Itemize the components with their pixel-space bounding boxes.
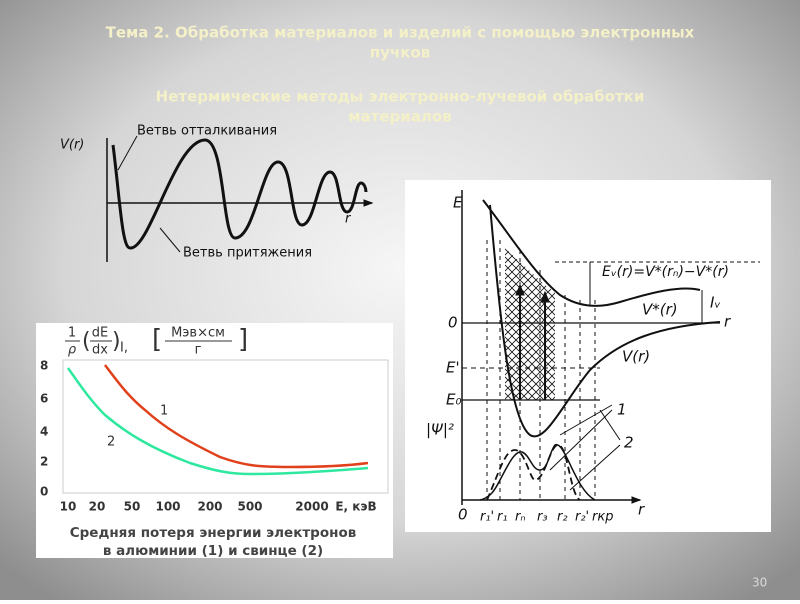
page-number: 30 [752, 576, 767, 590]
r-tick-label: r₁ [497, 510, 508, 525]
title: пучков [370, 44, 430, 62]
r-tick-label: rкр [592, 510, 613, 525]
curve-label: 2 [624, 434, 634, 452]
r-tick-label: r₂' [575, 510, 589, 525]
x-tick-label: 10 [60, 500, 77, 514]
x-tick-label: 200 [197, 500, 222, 514]
formula-part: dx [92, 343, 108, 358]
formula-part: [ [152, 325, 162, 355]
annotation: Ветвь отталкивания [137, 124, 277, 139]
formula: 1 ρ ( dE dx ) I, [ Мэв×см г ] [65, 325, 248, 358]
formula-part: г [195, 343, 202, 358]
levels-drawing [461, 190, 760, 505]
formula-part: ] [238, 325, 248, 355]
curve-label: V(r) [622, 348, 650, 366]
axis-label: r [345, 212, 352, 227]
y-tick-label: 2 [40, 455, 48, 469]
ticks: 8 6 4 2 0 10 20 50 100 200 500 2000 E, к… [40, 359, 377, 514]
formula-part: ρ [68, 343, 77, 358]
curve-label: 1 [160, 404, 168, 419]
level-label: E' [446, 359, 460, 377]
curve-2 [66, 367, 369, 476]
x-tick-label: 100 [155, 500, 180, 514]
level-label: E₀ [446, 391, 462, 409]
x-tick-label: 2000 [295, 500, 328, 514]
formula-part: 1 [68, 326, 76, 341]
x-tick-label: 50 [124, 500, 141, 514]
title: Тема 2. Обработка материалов и изделий с… [106, 24, 695, 42]
r-tick-label: r₁' [480, 510, 494, 525]
y-tick-label: 6 [40, 392, 48, 406]
formula-part: Мэв×см [171, 326, 225, 341]
x-tick-label: 500 [237, 500, 262, 514]
origin-label: 0 [458, 506, 468, 524]
subtitle: Нетермические методы электронно-лучевой … [156, 88, 645, 106]
x-tick-label: E, кэВ [335, 500, 376, 514]
subtitle: материалов [348, 108, 451, 126]
y-tick-label: 0 [40, 485, 48, 499]
curve-label: 1 [617, 401, 627, 419]
r-tick-label: rₙ [515, 510, 526, 525]
r-tick-label: r₂ [557, 510, 568, 525]
plot-frame [62, 359, 389, 494]
x-tick-label: 20 [89, 500, 106, 514]
formula-part: ) [112, 329, 121, 354]
levels-labels: E 0 E' E₀ |Ψ|² Eᵥ(r)=V*(rₙ)−V*(r) V*(r) … [426, 194, 731, 525]
caption: в алюминии (1) и свинце (2) [103, 543, 323, 559]
formula: Eᵥ(r)=V*(rₙ)−V*(r) [602, 264, 729, 280]
caption: Средняя потеря энергии электронов [70, 525, 357, 541]
y-tick-label: 8 [40, 359, 48, 373]
curve-label: 2 [107, 435, 115, 450]
axis-label: r [638, 501, 645, 519]
axis-label: V(r) [60, 138, 84, 153]
figure-levels [405, 180, 771, 532]
axis-label: E [453, 194, 463, 212]
figure-energy-loss [36, 323, 393, 558]
level-label: 0 [448, 314, 458, 332]
annotation: Ветвь притяжения [183, 246, 312, 261]
curve-label: V*(r) [642, 301, 678, 319]
r-tick-label: r₃ [537, 510, 548, 525]
axis-label: |Ψ|² [426, 421, 454, 439]
axis-label: r [724, 313, 731, 331]
y-tick-label: 4 [40, 425, 48, 439]
formula-part: ( [82, 329, 91, 354]
formula-part: dE [92, 326, 108, 341]
curve-1 [104, 364, 369, 469]
formula-part: I, [120, 341, 128, 356]
figure-potential [106, 135, 374, 262]
annotation: Iᵥ [710, 294, 721, 312]
